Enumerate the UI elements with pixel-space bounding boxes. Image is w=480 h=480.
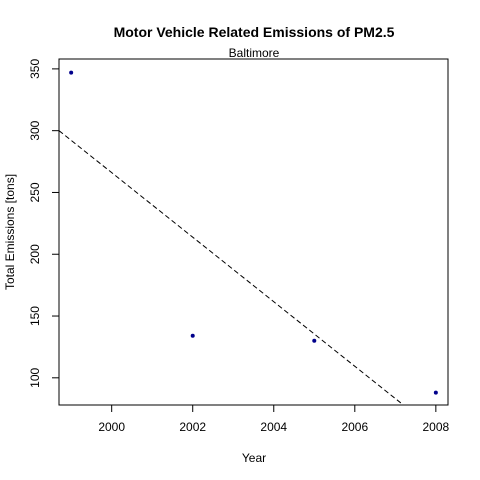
x-tick-label: 2000	[98, 420, 125, 434]
x-tick-label: 2002	[179, 420, 206, 434]
y-tick-label: 200	[28, 244, 42, 264]
data-point	[69, 70, 74, 75]
x-tick-label: 2008	[422, 420, 449, 434]
x-tick-label: 2004	[260, 420, 287, 434]
chart-title: Motor Vehicle Related Emissions of PM2.5	[114, 24, 395, 40]
y-tick-label: 150	[28, 306, 42, 326]
y-axis-label: Total Emissions [tons]	[3, 174, 17, 290]
x-axis: 2000 2002 2004 2006 2008	[98, 404, 450, 434]
x-axis-label: Year	[242, 451, 266, 465]
y-tick-label: 350	[28, 59, 42, 79]
plot-frame	[58, 58, 449, 406]
chart-subtitle: Baltimore	[229, 46, 280, 60]
y-tick-label: 300	[28, 120, 42, 140]
trend-line	[58, 130, 404, 406]
y-axis: 100 150 200 250 300 350	[28, 59, 60, 388]
x-tick-label: 2006	[341, 420, 368, 434]
y-tick-label: 250	[28, 182, 42, 202]
data-point	[312, 338, 317, 343]
data-point	[433, 390, 438, 395]
y-tick-label: 100	[28, 367, 42, 387]
plot-area	[58, 70, 438, 406]
data-point	[190, 333, 195, 338]
